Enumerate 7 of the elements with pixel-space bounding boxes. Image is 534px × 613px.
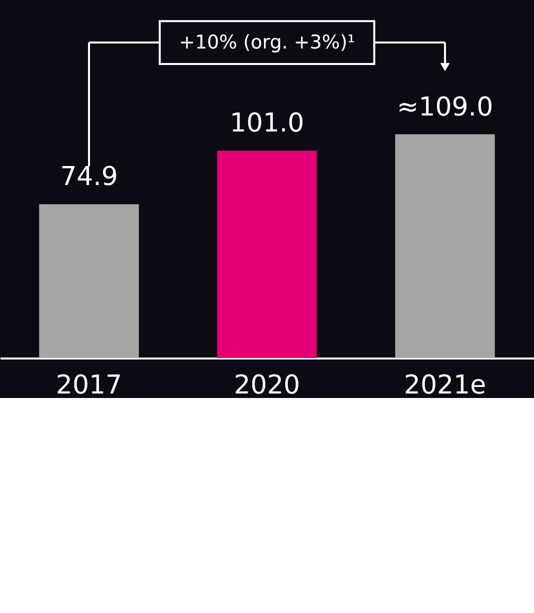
x-tick-label: 2020 xyxy=(234,370,300,400)
x-tick-label: 2021e xyxy=(404,370,486,400)
x-tick-label: 2017 xyxy=(56,370,122,400)
data-label: 74.9 xyxy=(60,162,118,192)
data-label: 101.0 xyxy=(230,108,304,139)
text: +10% (org. +3%)¹ xyxy=(179,32,355,54)
data-label: ≈109.0 xyxy=(396,92,494,122)
